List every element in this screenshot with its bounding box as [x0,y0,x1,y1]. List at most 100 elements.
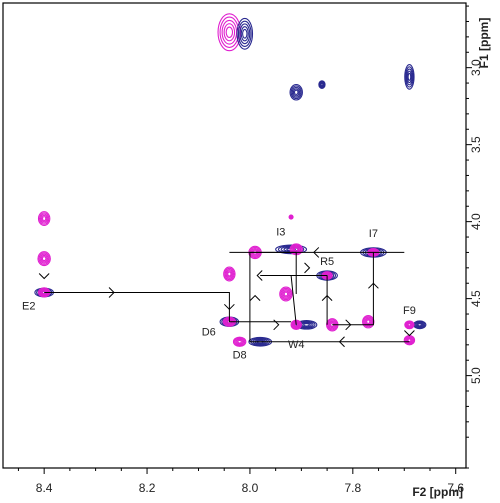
contour-line [364,317,373,327]
blue-peak [412,320,427,330]
y-axis-ticks: 2.53.03.54.04.55.0 [466,5,483,469]
contour-line [414,321,426,329]
contour-line [405,336,414,344]
contour-line [404,335,415,345]
contour-line [318,80,326,90]
arrowhead [404,330,415,337]
contour-line [289,84,303,101]
contour-line [406,322,413,328]
contour-line [279,286,293,302]
magenta-peak [232,336,247,347]
contour-line [405,68,413,86]
contour-line [242,28,248,39]
magenta-peak [362,315,375,329]
contour-line [405,321,413,328]
contour-line [407,338,412,343]
contour-line [225,269,234,279]
contour-line [416,322,424,328]
contour-line [217,13,242,52]
arrowhead [321,294,333,301]
arrowhead [38,273,50,280]
arrowhead [224,303,235,311]
contour-line [407,72,412,81]
contour-line [417,323,422,327]
contour-line [219,16,240,48]
x-tick-label: 7.6 [447,481,464,495]
contour-line [39,253,49,264]
contour-line [318,80,326,89]
contour-line [223,23,236,42]
residue-label-e2: E2 [22,300,35,312]
contour-line [405,321,414,329]
contour-line [405,66,414,88]
contour-line [363,316,374,328]
contour-line [234,337,246,347]
contour-line [42,216,47,222]
contour-line [415,321,425,328]
contour-line [240,26,249,42]
arrowhead [273,319,280,331]
contour-line [289,215,293,219]
contour-line [407,323,412,327]
contour-line [226,270,233,278]
peaks-layer [34,13,427,347]
contour-line [224,267,235,281]
contour-line [236,17,254,50]
contour-line [319,82,324,87]
x-tick-label: 8.0 [242,481,259,495]
magenta-peak [288,214,294,220]
arrowhead [249,294,261,301]
contour-line [39,213,49,224]
contour-line [291,86,301,98]
contour-line [280,287,292,301]
contour-line [41,214,48,223]
y-tick-label: 5.0 [469,367,483,384]
contour-line [320,82,324,87]
contour-line [404,320,415,330]
contour-line [227,271,232,277]
arrowhead [338,336,345,348]
contour-line [290,85,302,100]
contour-line [38,212,50,225]
contour-line [223,266,236,282]
magenta-peak [37,251,51,267]
arrowhead [345,319,352,331]
arrows-layer [38,247,415,348]
y-tick-label: 3.0 [469,59,483,76]
contour-line [37,251,51,267]
arrowhead [304,262,311,274]
contour-line [283,291,289,297]
contour-line [237,339,242,344]
x-axis-title: F2 [ppm] [412,485,463,499]
plot-frame [2,2,467,469]
contour-line [281,289,291,299]
contour-line [275,244,308,255]
contour-line [292,88,300,97]
contour-line [404,64,415,90]
connectivity-path [332,251,405,326]
residue-label-f9: F9 [403,305,416,317]
magenta-peak [279,286,293,302]
blue-peak [289,84,303,101]
x-tick-label: 8.4 [36,481,53,495]
magenta-peak [37,211,51,227]
blue-peak [318,80,326,90]
contour-line [293,89,299,96]
contour-line [292,246,300,253]
contour-line [40,254,48,263]
contour-line [362,315,375,329]
contour-line [41,256,47,262]
contour-line [366,319,371,324]
contour-line [236,339,244,345]
magenta-peak [404,320,415,330]
contour-line [232,336,247,347]
contour-line [225,26,234,38]
x-axis-ticks: 8.4 8.2 8.0 7.8 7.6 [17,468,464,495]
contour-line [295,319,318,330]
residue-label-w4: W4 [288,339,305,351]
contour-line [406,70,413,84]
contour-line [282,290,290,298]
residue-labels: E2 D6 D8 W4 I3 I7 R5 F9 [22,227,416,362]
contour-line [303,323,310,327]
residue-label-i7: I7 [369,228,378,240]
